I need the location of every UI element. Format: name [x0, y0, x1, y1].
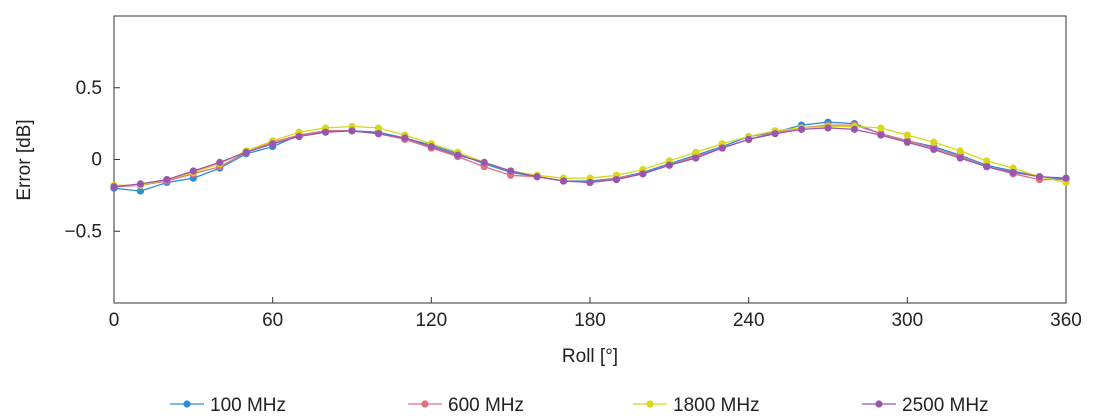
x-tick-label: 60	[262, 310, 283, 331]
axis-ticks: 0 60 120 180 240 300 360 −0.5 0 0.5	[64, 78, 1081, 331]
legend-label: 2500 MHz	[902, 395, 989, 416]
y-axis-title: Error [dB]	[14, 119, 35, 200]
data-point	[136, 187, 145, 195]
x-tick-label: 180	[574, 310, 606, 331]
data-point	[586, 178, 594, 187]
data-point	[665, 161, 673, 169]
data-point	[401, 134, 409, 142]
legend-item: 600 MHz	[408, 395, 524, 416]
legend-marker	[421, 400, 429, 408]
x-tick-label: 0	[109, 310, 120, 331]
data-point	[136, 180, 145, 188]
data-point	[877, 131, 885, 139]
data-point	[295, 132, 303, 141]
data-point	[930, 138, 938, 146]
legend-item: 1800 MHz	[633, 395, 760, 416]
data-point	[1062, 174, 1070, 182]
data-point	[374, 130, 383, 138]
data-point	[692, 148, 700, 156]
data-point	[321, 128, 330, 136]
legend-marker	[646, 400, 654, 408]
data-point	[983, 157, 991, 165]
data-point	[242, 148, 250, 156]
data-point	[480, 158, 488, 166]
data-point	[877, 124, 885, 132]
plot-frame	[113, 15, 1067, 304]
data-point	[507, 167, 515, 175]
data-point	[718, 144, 726, 152]
data-point	[956, 147, 964, 155]
data-point	[163, 175, 171, 184]
legend-label: 1800 MHz	[673, 395, 760, 416]
data-point	[1035, 173, 1044, 181]
data-point	[374, 124, 383, 132]
data-point	[216, 158, 224, 166]
x-tick-label: 300	[891, 310, 923, 331]
data-point	[427, 142, 435, 151]
data-point	[110, 183, 118, 191]
data-point	[348, 127, 356, 135]
series-3	[110, 124, 1070, 191]
data-point	[269, 140, 277, 148]
x-tick-label: 240	[733, 310, 765, 331]
data-point	[930, 145, 938, 154]
data-point	[559, 177, 568, 185]
legend-marker	[183, 400, 191, 408]
data-point	[454, 151, 462, 159]
data-point	[903, 131, 911, 139]
legend-label: 100 MHz	[210, 395, 286, 416]
data-point	[797, 125, 806, 133]
legend-item: 100 MHz	[170, 395, 286, 416]
data-point	[771, 130, 779, 138]
data-point	[850, 125, 859, 133]
y-tick-label: 0.5	[76, 78, 102, 99]
legend: 100 MHz 600 MHz 1800 MHz 2500 MHz	[170, 395, 989, 416]
legend-label: 600 MHz	[448, 395, 524, 416]
data-point	[639, 170, 647, 178]
data-point	[745, 135, 753, 144]
data-point	[189, 167, 197, 175]
data-point	[533, 173, 541, 181]
legend-item: 2500 MHz	[862, 395, 989, 416]
data-point	[956, 154, 964, 162]
data-point	[612, 175, 621, 184]
legend-marker	[875, 400, 883, 408]
x-axis-title: Roll [°]	[562, 346, 618, 367]
data-point	[1009, 168, 1017, 177]
data-point	[824, 124, 832, 132]
x-tick-label: 360	[1050, 310, 1082, 331]
x-tick-label: 120	[415, 310, 447, 331]
data-point	[983, 163, 991, 171]
y-tick-label: −0.5	[64, 221, 102, 242]
data-series	[110, 118, 1070, 195]
data-point	[903, 138, 911, 146]
y-tick-label: 0	[91, 150, 102, 171]
data-point	[692, 154, 700, 162]
